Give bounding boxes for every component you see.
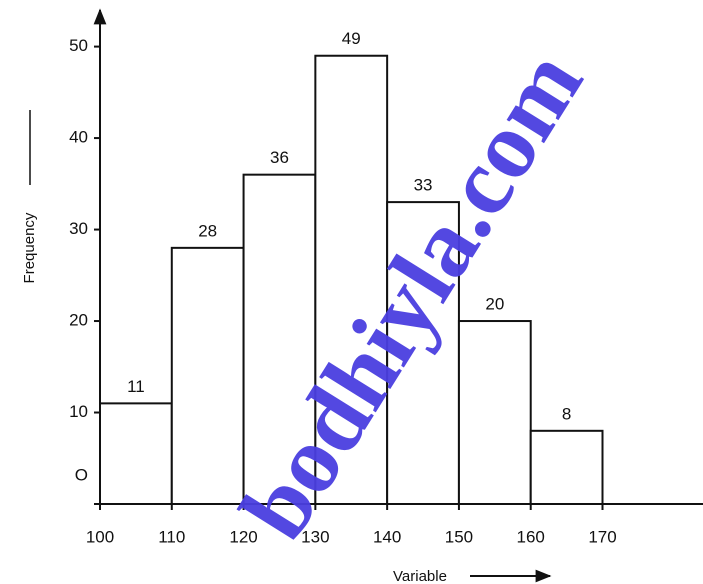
bar: [170, 246, 245, 506]
bar: [457, 320, 532, 506]
x-tick-label: 170: [588, 527, 616, 546]
bar: [242, 173, 317, 506]
y-tick-label: 20: [69, 311, 88, 330]
x-axis-label: Variable: [393, 568, 447, 584]
x-tick-label: 150: [445, 527, 473, 546]
data-label: 28: [198, 221, 217, 240]
y-tick-label: 30: [69, 219, 88, 238]
data-label: 8: [562, 404, 571, 423]
x-tick-label: 140: [373, 527, 401, 546]
data-label: 49: [342, 29, 361, 48]
x-tick-label: 100: [86, 527, 114, 546]
x-tick-label: 160: [517, 527, 545, 546]
y-tick-label: 50: [69, 36, 88, 55]
x-tick-label: 130: [301, 527, 329, 546]
data-label: 36: [270, 148, 289, 167]
y-tick-label: O: [75, 465, 88, 484]
bar: [99, 402, 173, 505]
y-tick-label: 10: [69, 402, 88, 421]
y-tick-label: 40: [69, 128, 88, 147]
data-label: 20: [485, 295, 504, 314]
y-axis-label: Frequency: [21, 212, 38, 283]
data-label: 33: [414, 176, 433, 195]
bar: [386, 201, 460, 505]
bar: [529, 429, 604, 506]
data-label: 11: [127, 377, 145, 396]
bar: [314, 54, 389, 505]
x-tick-label: 120: [229, 527, 257, 546]
x-tick-label: 110: [158, 527, 185, 546]
